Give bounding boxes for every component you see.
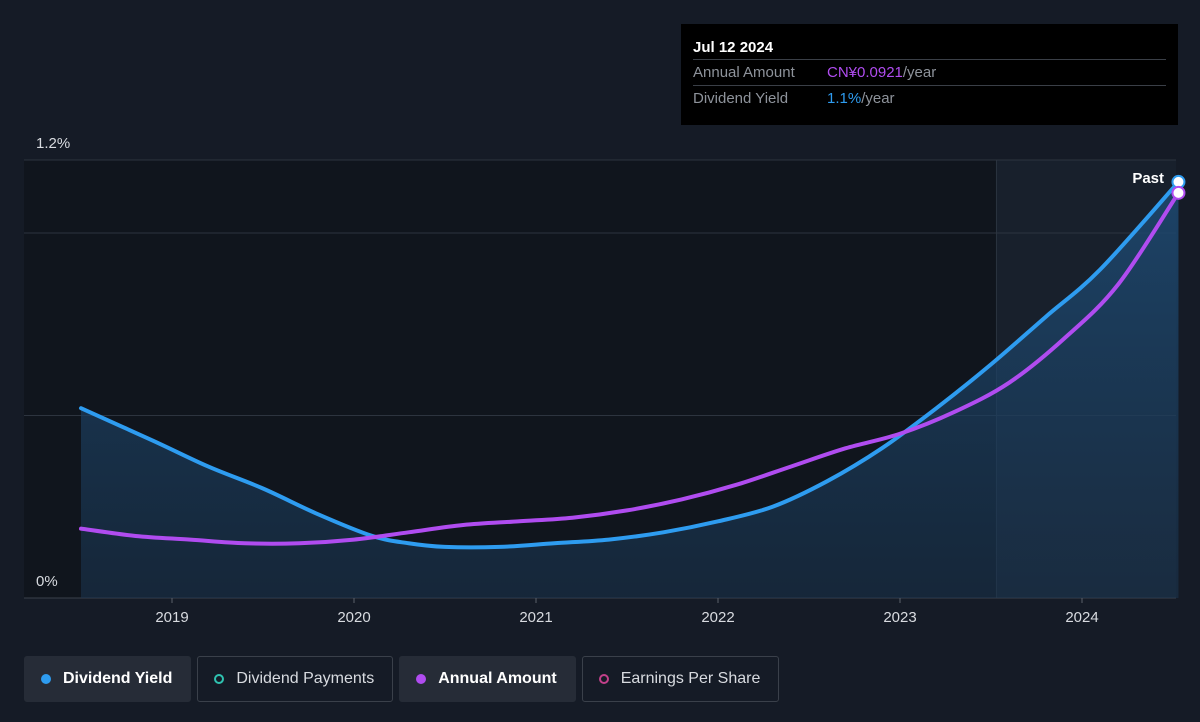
- x-tick-label: 2019: [155, 609, 188, 626]
- x-tick-label: 2022: [701, 609, 734, 626]
- legend-dividend-yield-button[interactable]: Dividend Yield: [24, 656, 192, 702]
- tooltip-unit: /year: [861, 90, 895, 107]
- ring-dot-icon: [598, 674, 609, 684]
- ring-dot-icon: [214, 674, 225, 684]
- x-tick-label: 2024: [1065, 609, 1098, 626]
- annual-amount-line: [79, 190, 1181, 546]
- x-tick-label: 2023: [883, 609, 916, 626]
- x-tick-label: 2021: [519, 609, 552, 626]
- filled-dot-icon: [416, 674, 427, 684]
- legend-label: Earnings Per Share: [620, 670, 761, 687]
- past-label: Past: [1132, 170, 1164, 187]
- tooltip-row-dividend-yield: Dividend Yield 1.1%/year: [693, 85, 1166, 111]
- chart-legend: Dividend Yield Dividend Payments Annual …: [24, 656, 780, 702]
- dividend-yield-line: [79, 179, 1181, 550]
- tooltip-unit: /year: [902, 64, 937, 81]
- dividend-yield-area: [81, 181, 1179, 598]
- y-tick-label: 0%: [36, 573, 58, 590]
- data-tooltip: Jul 12 2024 Annual Amount CN¥0.0921/year…: [681, 24, 1178, 125]
- tooltip-value: CN¥0.0921: [827, 64, 903, 81]
- legend-earnings-per-share-button[interactable]: Earnings Per Share: [581, 656, 780, 702]
- tooltip-label: Dividend Yield: [693, 90, 789, 107]
- filled-dot-icon: [41, 674, 51, 684]
- legend-label: Annual Amount: [438, 670, 557, 687]
- legend-label: Dividend Payments: [236, 670, 375, 687]
- legend-dividend-payments-button[interactable]: Dividend Payments: [197, 656, 394, 702]
- dividend-chart: Past 2019 2020 2021 2022 2023 2024 1.2% 0%: [24, 135, 1186, 626]
- tooltip-label: Annual Amount: [693, 64, 795, 81]
- legend-label: Dividend Yield: [63, 670, 173, 687]
- tooltip-date: Jul 12 2024: [693, 39, 774, 56]
- annual-amount-end-marker: [1171, 185, 1186, 200]
- x-tick-label: 2020: [337, 609, 370, 626]
- tooltip-row-annual-amount: Annual Amount CN¥0.0921/year: [693, 59, 1166, 85]
- legend-annual-amount-button[interactable]: Annual Amount: [399, 656, 576, 702]
- y-tick-label: 1.2%: [36, 135, 70, 152]
- tooltip-value: 1.1%: [827, 90, 862, 107]
